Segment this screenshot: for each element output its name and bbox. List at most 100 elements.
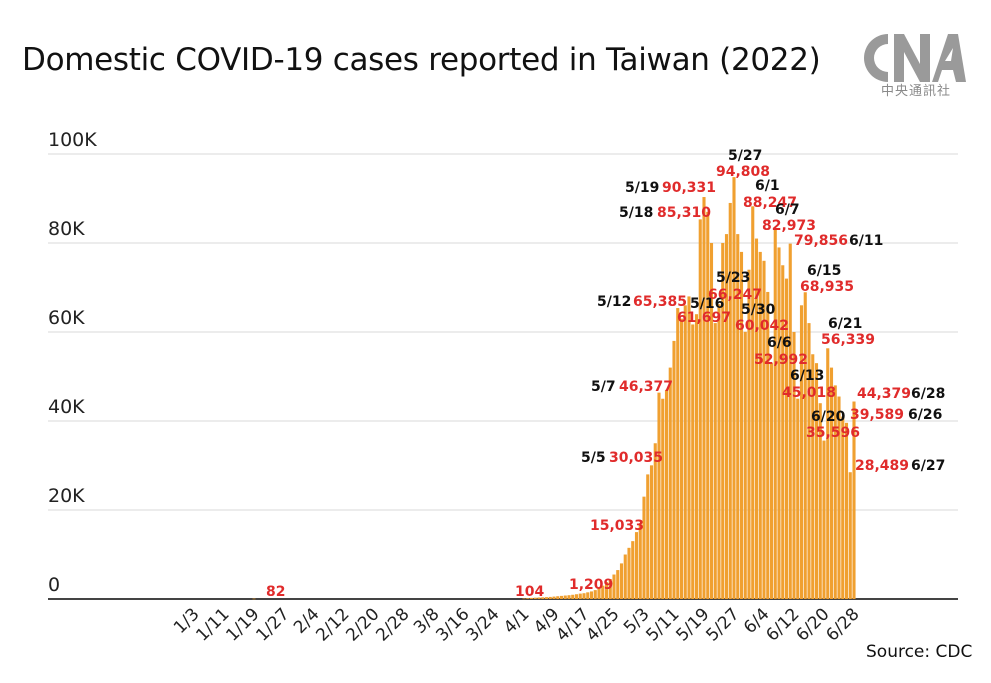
annotation-value: 61,697 — [677, 310, 731, 326]
bar — [829, 367, 834, 599]
bar — [638, 523, 642, 599]
bar — [807, 323, 811, 599]
bar — [529, 597, 534, 599]
annotation-value: 15,033 — [590, 518, 644, 534]
annotation-date: 5/27 — [728, 148, 762, 164]
bar — [676, 308, 680, 599]
bar — [717, 304, 721, 599]
bar — [664, 389, 669, 599]
x-tick-label: 1/27 — [252, 604, 293, 645]
bar — [653, 443, 657, 599]
x-tick-label: 2/28 — [372, 604, 413, 645]
bar — [796, 398, 800, 599]
annotation-date: 6/6 — [767, 335, 792, 351]
bar — [601, 585, 605, 599]
annotation-date: 6/28 — [911, 386, 945, 402]
bar — [593, 590, 597, 599]
bar — [848, 472, 852, 599]
bar — [552, 596, 556, 599]
annotation-date: 5/19 — [625, 180, 659, 196]
bar — [571, 594, 575, 599]
x-tick-label: 5/11 — [642, 604, 683, 645]
bar — [556, 596, 560, 599]
x-tick-label: 4/17 — [552, 604, 593, 645]
x-tick-label: 5/27 — [702, 604, 743, 645]
bar — [784, 278, 789, 599]
x-axis-ticks: 1/31/111/191/272/42/122/202/283/83/163/2… — [170, 604, 863, 645]
bar — [732, 177, 736, 599]
bar — [844, 422, 849, 599]
bar — [627, 547, 631, 599]
bar — [739, 251, 744, 599]
bar — [799, 305, 804, 599]
bar — [721, 243, 725, 599]
x-tick-label: 6/20 — [792, 604, 833, 645]
bar — [698, 219, 702, 600]
annotation-date: 6/21 — [828, 316, 862, 332]
annotation-value: 68,935 — [800, 279, 854, 295]
x-tick-label: 2/20 — [342, 604, 383, 645]
bar — [826, 348, 830, 599]
bar — [702, 197, 706, 600]
bar — [713, 323, 717, 599]
annotation-value: 65,385 — [633, 294, 687, 310]
annotation-date: 5/30 — [741, 302, 776, 318]
bar — [841, 416, 845, 599]
bar — [574, 594, 579, 599]
bar — [563, 595, 567, 599]
bar — [526, 598, 530, 599]
bar — [781, 265, 785, 599]
annotation-date: 6/7 — [775, 202, 800, 218]
x-tick-label: 1/11 — [192, 604, 233, 645]
annotation-value: 52,992 — [754, 352, 808, 368]
bar — [818, 403, 822, 599]
annotation-date: 5/23 — [716, 270, 750, 286]
bar — [766, 291, 770, 599]
bar — [822, 440, 826, 599]
bar — [649, 465, 654, 599]
bar — [814, 363, 819, 599]
y-tick-label: 60K — [48, 307, 85, 329]
annotation-value: 56,339 — [821, 332, 875, 348]
bar — [762, 260, 766, 599]
bar — [522, 598, 526, 600]
bar — [754, 238, 759, 600]
bar — [559, 595, 564, 599]
annotation-value: 94,808 — [716, 164, 770, 180]
annotation-value: 66,247 — [708, 287, 762, 303]
annotation-date: 5/18 — [619, 205, 653, 221]
y-tick-label: 80K — [48, 218, 85, 240]
x-tick-label: 4/25 — [582, 604, 623, 645]
bar — [736, 234, 740, 599]
logo-subtitle: 中央通訊社 — [880, 84, 951, 99]
x-tick-label: 1/19 — [222, 604, 263, 645]
x-tick-label: 3/16 — [432, 604, 473, 645]
bar — [852, 401, 856, 599]
annotation-value: 85,310 — [657, 205, 711, 221]
bar — [582, 593, 586, 599]
bar — [743, 331, 747, 599]
bar — [642, 496, 646, 599]
annotation-date: 5/7 — [591, 379, 616, 395]
bar — [777, 247, 781, 599]
bar — [811, 354, 815, 599]
bar — [668, 367, 672, 599]
bar — [657, 392, 661, 599]
annotation-value: 82,973 — [762, 218, 816, 234]
bar — [751, 206, 755, 600]
bar — [672, 340, 676, 599]
bar — [541, 597, 545, 599]
annotation-date: 6/1 — [755, 178, 780, 194]
bar — [691, 324, 695, 599]
bar — [687, 296, 691, 599]
bar — [694, 314, 699, 599]
y-tick-label: 20K — [48, 485, 85, 507]
bar — [252, 598, 256, 600]
bar — [537, 597, 541, 599]
source-note: Source: CDC — [866, 642, 973, 662]
annotation-date: 5/16 — [690, 296, 724, 312]
bar — [706, 211, 710, 599]
bar — [679, 318, 684, 599]
bar — [709, 243, 714, 599]
